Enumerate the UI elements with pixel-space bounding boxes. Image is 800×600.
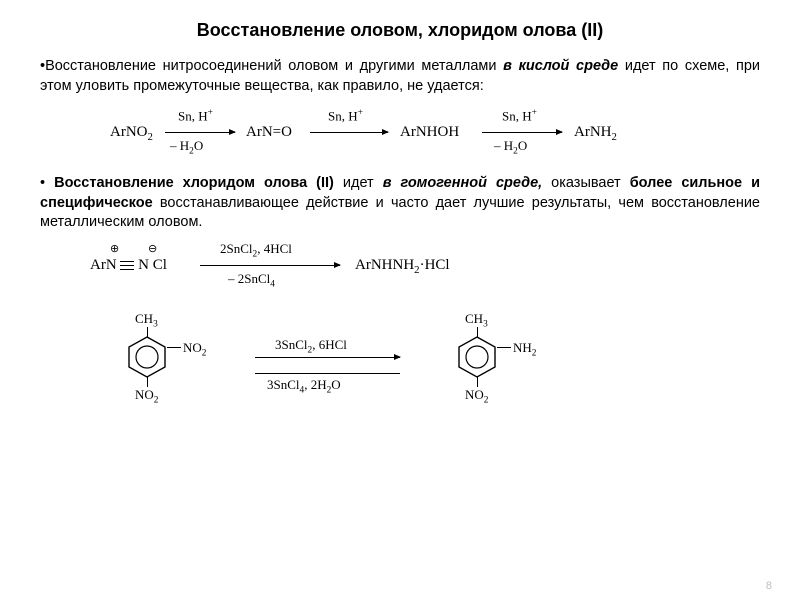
- reagent-3: Sn, H+: [502, 108, 537, 124]
- arrow-1: [165, 132, 235, 133]
- diazonium-salt: ArN N Cl: [90, 257, 167, 274]
- species-arno2: ArNO2: [110, 124, 153, 143]
- sch3-reagent-top: 3SnCl2, 6HCl: [275, 337, 347, 356]
- p2-b1: Восстановление хлоридом олова (II): [54, 175, 334, 191]
- sch2-reagent-top: 2SnCl2, 4HCl: [220, 241, 292, 260]
- p1-em1: в кислой среде: [503, 58, 618, 74]
- reaction-scheme-3: CH3 NO2 NO2 3SnCl2, 6HCl 3SnCl4, 2H2O CH…: [95, 295, 760, 435]
- p1-prefix: •Восстановление нитросоединений оловом и…: [40, 58, 503, 74]
- arrow-2: [310, 132, 388, 133]
- byproduct-3: – H2O: [494, 138, 527, 157]
- byproduct-1: – H2O: [170, 138, 203, 157]
- bond-r-bot: [477, 377, 478, 387]
- page-number: 8: [766, 580, 772, 592]
- reagent-2: Sn, H+: [328, 108, 363, 124]
- slide-title: Восстановление оловом, хлоридом олова (I…: [40, 20, 760, 41]
- reagent-1: Sn, H+: [178, 108, 213, 124]
- species-arnh2: ArNH2: [574, 124, 617, 143]
- benzene-ring-right: [455, 335, 499, 379]
- paragraph-2: • Восстановление хлоридом олова (II) иде…: [40, 174, 760, 233]
- charge-minus: ⊖: [148, 242, 157, 255]
- bond-l-right: [167, 347, 181, 348]
- reaction-scheme-2: ArN N Cl ⊕ ⊖ 2SnCl2, 4HCl – 2SnCl4 ArNHN…: [90, 239, 760, 289]
- sub-no2-l-para: NO2: [135, 387, 158, 406]
- sch3-underline: [255, 373, 400, 374]
- sub-ch3-l: CH3: [135, 311, 158, 330]
- paragraph-1: •Восстановление нитросоединений оловом и…: [40, 57, 760, 96]
- sch3-reagent-bot: 3SnCl4, 2H2O: [267, 377, 341, 396]
- sch2-reagent-bot: – 2SnCl4: [228, 271, 275, 290]
- sub-nh2-r: NH2: [513, 340, 536, 359]
- sch2-product: ArNHNH2·HCl: [355, 257, 450, 276]
- sub-ch3-r: CH3: [465, 311, 488, 330]
- species-arno: ArN=O: [246, 124, 292, 141]
- species-arnhoh: ArNHOH: [400, 124, 459, 141]
- bond-l-bot: [147, 377, 148, 387]
- p2-bullet: •: [40, 175, 54, 191]
- sub-no2-l-ortho: NO2: [183, 340, 206, 359]
- sch3-arrow: [255, 357, 400, 358]
- reaction-scheme-1: ArNO2 Sn, H+ – H2O ArN=O Sn, H+ ArNHOH S…: [110, 102, 760, 164]
- arrow-3: [482, 132, 562, 133]
- sub-no2-r-para: NO2: [465, 387, 488, 406]
- benzene-ring-left: [125, 335, 169, 379]
- p2-t1: идет: [334, 175, 383, 191]
- charge-plus: ⊕: [110, 242, 119, 255]
- sch2-arrow: [200, 265, 340, 266]
- p2-t2: оказывает: [542, 175, 630, 191]
- bond-r-right: [497, 347, 511, 348]
- p2-em1: в гомогенной среде,: [383, 175, 542, 191]
